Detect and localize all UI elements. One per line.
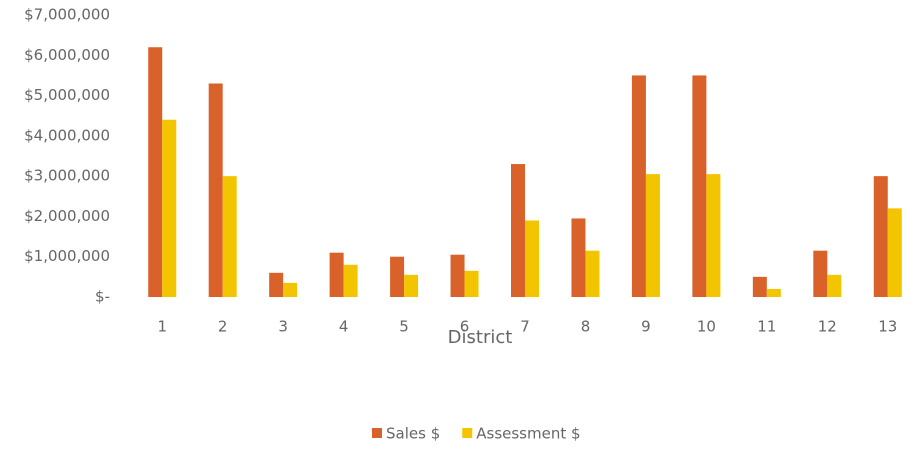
bar: [873, 176, 888, 297]
bar: [450, 254, 465, 297]
bar: [827, 274, 842, 297]
legend-label: Sales $: [386, 425, 440, 443]
y-tick-label: $1,000,000: [24, 247, 110, 265]
x-tick-label: 5: [399, 318, 409, 336]
x-tick-label: 13: [878, 318, 897, 336]
y-tick-label: $3,000,000: [24, 167, 110, 185]
bar: [525, 220, 539, 297]
y-tick-label: $7,000,000: [24, 6, 110, 24]
bar: [752, 276, 767, 297]
x-tick-label: 3: [278, 318, 288, 336]
bar: [813, 250, 828, 297]
bar: [706, 174, 721, 297]
x-tick-label: 7: [520, 318, 530, 336]
x-tick-label: 4: [339, 318, 349, 336]
bar: [343, 264, 358, 297]
bar: [162, 119, 177, 297]
legend-swatch: [462, 428, 473, 438]
y-tick-label: $-: [95, 288, 110, 306]
bar: [283, 282, 298, 297]
x-axis-label: District: [448, 327, 513, 348]
bar: [692, 75, 707, 297]
bar: [585, 250, 600, 297]
bar: [269, 272, 284, 297]
bar: [464, 270, 479, 297]
bar: [511, 164, 525, 297]
bar: [222, 176, 237, 297]
x-tick-label: 12: [818, 318, 837, 336]
x-tick-label: 11: [757, 318, 776, 336]
bar: [390, 256, 405, 297]
x-tick-label: 8: [581, 318, 591, 336]
x-tick-label: 2: [218, 318, 228, 336]
bar: [404, 274, 419, 297]
legend-label: Assessment $: [476, 425, 580, 443]
bar: [887, 208, 902, 297]
bar: [766, 288, 781, 297]
bar: [329, 252, 344, 297]
x-tick-label: 10: [697, 318, 716, 336]
bar: [631, 75, 646, 297]
bar: [148, 47, 163, 297]
x-tick-label: 1: [157, 318, 167, 336]
y-tick-label: $2,000,000: [24, 207, 110, 225]
x-tick-label: 9: [641, 318, 651, 336]
x-tick-label: 6: [460, 318, 470, 336]
bar: [645, 174, 660, 297]
bar: [571, 218, 586, 297]
y-tick-label: $5,000,000: [24, 86, 110, 104]
bar: [208, 83, 223, 297]
y-tick-label: $4,000,000: [24, 126, 110, 144]
y-tick-label: $6,000,000: [24, 46, 110, 64]
legend-swatch: [372, 428, 382, 438]
